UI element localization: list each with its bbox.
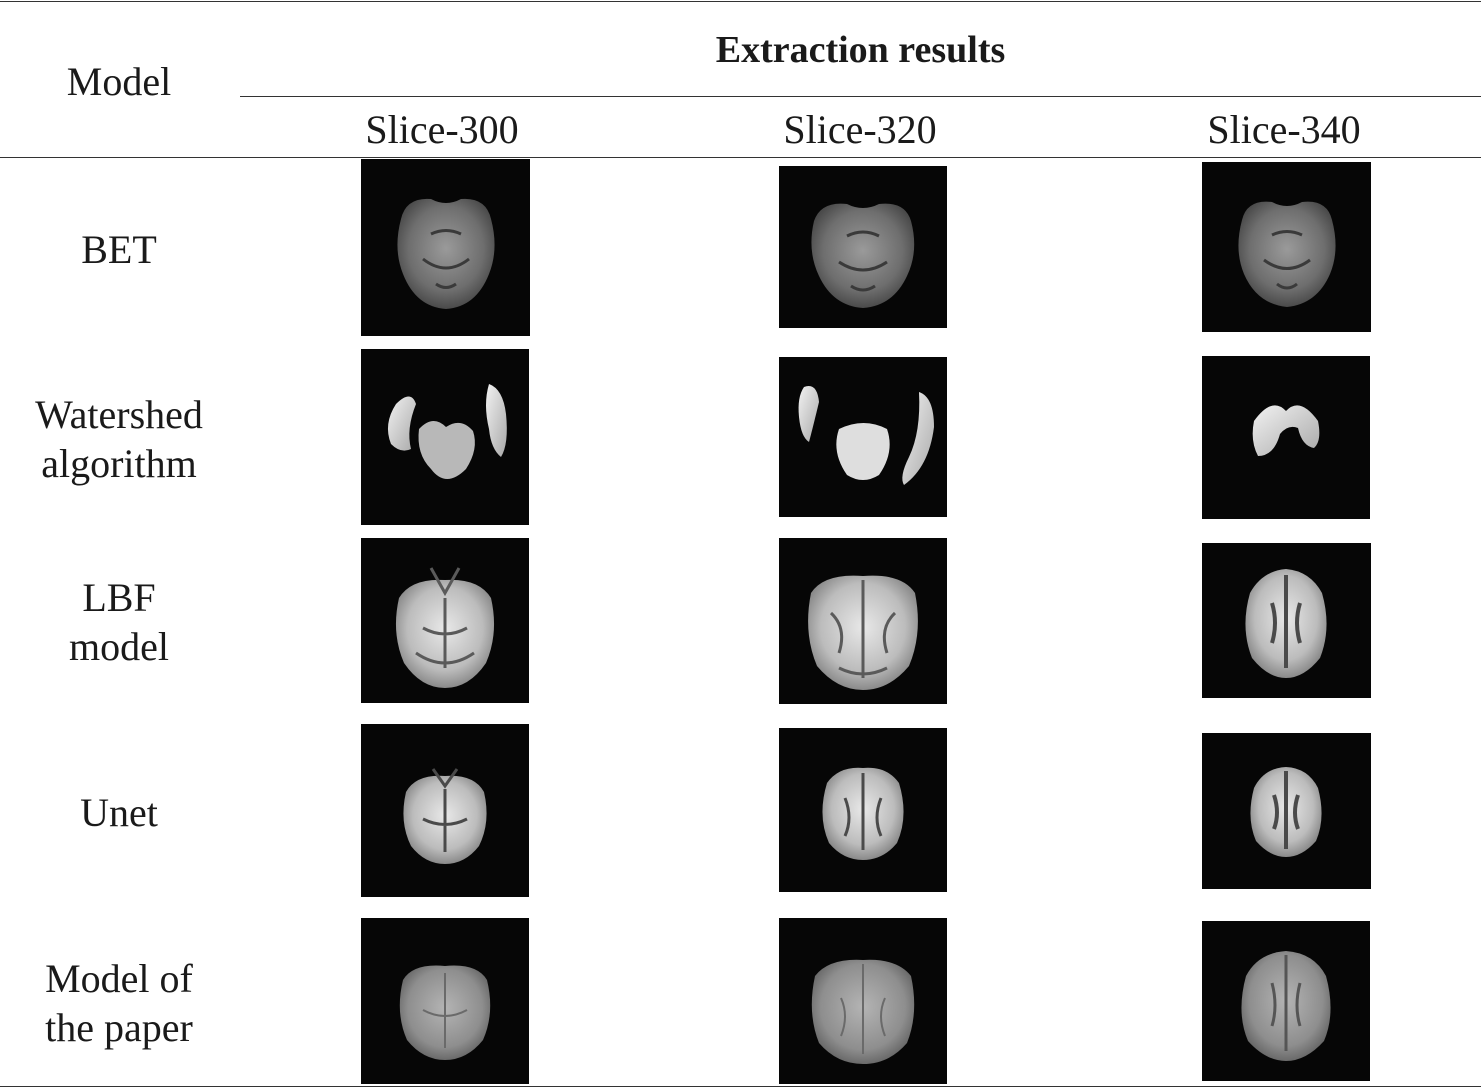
row-label-bet: BET [0, 225, 238, 274]
ours-slice-340-image [1202, 921, 1370, 1081]
watershed-slice-320-image [779, 357, 947, 517]
row-label-line: LBF [82, 575, 156, 620]
group-underline [240, 96, 1481, 97]
row-label-lbf: LBF model [0, 573, 238, 671]
row-label-line: Model of [45, 956, 193, 1001]
bet-slice-320-image [779, 166, 947, 328]
unet-slice-300-image [361, 724, 529, 897]
lbf-slice-320-image [779, 538, 947, 704]
row-label-line: Watershed [35, 392, 203, 437]
row-label-watershed: Watershed algorithm [0, 390, 238, 488]
lbf-slice-340-image [1202, 543, 1371, 698]
unet-slice-320-image [779, 728, 947, 892]
row-label-line: algorithm [41, 441, 197, 486]
row-label-line: Unet [80, 790, 158, 835]
row-label-line: BET [81, 227, 157, 272]
unet-slice-340-image [1202, 733, 1371, 889]
extraction-results-header: Extraction results [715, 29, 1006, 71]
ours-slice-300-image [361, 918, 529, 1084]
bet-slice-340-image [1202, 162, 1371, 332]
slice-300-header: Slice-300 [365, 107, 519, 152]
header-bottom-rule [0, 157, 1481, 158]
row-label-ours: Model of the paper [0, 954, 238, 1052]
ours-slice-320-image [779, 918, 947, 1084]
watershed-slice-300-image [361, 349, 529, 525]
row-label-unet: Unet [0, 788, 238, 837]
bet-slice-300-image [361, 159, 530, 336]
row-label-line: model [69, 624, 169, 669]
top-rule [0, 1, 1481, 2]
bottom-rule [0, 1086, 1481, 1087]
row-label-line: the paper [45, 1005, 193, 1050]
slice-320-header: Slice-320 [783, 107, 937, 152]
slice-340-header: Slice-340 [1207, 107, 1361, 152]
watershed-slice-340-image [1202, 356, 1370, 519]
model-column-header: Model [66, 59, 172, 104]
lbf-slice-300-image [361, 538, 529, 703]
